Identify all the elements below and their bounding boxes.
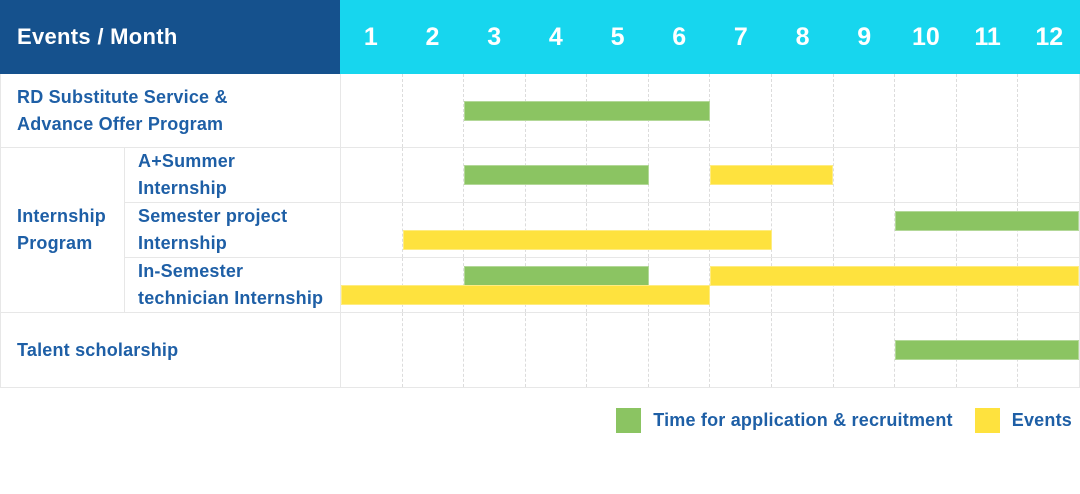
grid-cell <box>401 313 464 387</box>
row-label-in-semester: In-Semester technician Internship <box>125 258 341 312</box>
grid-cell <box>771 203 833 257</box>
chart-area-a-summer <box>341 148 1079 202</box>
grid-cell <box>832 148 895 202</box>
grid-cell <box>771 313 833 387</box>
schedule-table: Events / Month 1 2 3 4 5 6 7 8 9 10 11 12 RD Substi… <box>0 0 1080 388</box>
application-recruitment-bar <box>464 265 649 286</box>
month-label: 10 <box>911 22 940 51</box>
month-label: 4 <box>548 22 563 51</box>
internship-program-subrows: A+Summer Internship Semester project Int… <box>125 148 1079 312</box>
chart-area-rd-substitute <box>341 74 1079 147</box>
grid-cell <box>647 148 710 202</box>
chart-area-semester-project <box>341 203 1079 257</box>
grid-cell <box>401 74 464 147</box>
grid-cell <box>832 74 895 147</box>
grid-cell <box>401 203 464 257</box>
grid-cell <box>341 148 402 202</box>
event-bar <box>710 165 833 185</box>
row-label-line: Internship <box>138 178 228 198</box>
row-label-line: In-Semester <box>138 261 244 281</box>
row-label-a-summer: A+Summer Internship <box>125 148 341 202</box>
chart-area-in-semester <box>341 258 1079 312</box>
month-label: 9 <box>857 22 872 51</box>
row-rd-substitute: RD Substitute Service & Advance Offer Pr… <box>1 74 1079 147</box>
legend: Time for application & recruitment Event… <box>0 408 1080 433</box>
month-label: 7 <box>733 22 748 51</box>
internship-program-group-row: Internship Program A+Summer Internship S… <box>1 147 1079 312</box>
table-body: RD Substitute Service & Advance Offer Pr… <box>0 74 1080 388</box>
grid-cell <box>586 313 648 387</box>
grid-cell <box>524 313 587 387</box>
group-label-line: Program <box>17 233 93 253</box>
event-bar <box>402 229 772 250</box>
grid-cell <box>955 148 1018 202</box>
row-label-line: Internship <box>138 233 228 253</box>
legend-label: Time for application & recruitment <box>653 410 953 430</box>
grid-cell <box>709 148 771 202</box>
grid-cell <box>401 148 464 202</box>
event-bar <box>710 265 1079 286</box>
grid-cell <box>894 74 956 147</box>
legend-item-application-recruitment: Time for application & recruitment <box>616 408 953 433</box>
month-label: 11 <box>974 22 1001 51</box>
row-talent-scholarship: Talent scholarship <box>1 312 1079 387</box>
green-legend-swatch <box>616 408 642 433</box>
application-recruitment-bar <box>894 340 1079 360</box>
table-header: Events / Month 1 2 3 4 5 6 7 8 9 10 11 12 <box>0 0 1080 74</box>
chart-area-talent-scholarship <box>341 313 1079 387</box>
month-label: 8 <box>795 22 810 51</box>
month-label: 1 <box>363 22 378 51</box>
grid-cell <box>341 313 402 387</box>
application-recruitment-bar <box>894 210 1079 231</box>
events-month-header-cell: Events / Month <box>0 0 340 74</box>
row-in-semester: In-Semester technician Internship <box>125 257 1079 312</box>
grid-cell <box>463 313 525 387</box>
row-label-line: A+Summer <box>138 151 236 171</box>
row-a-summer: A+Summer Internship <box>125 148 1079 202</box>
grid-cell <box>341 74 402 147</box>
grid-cell <box>463 148 525 202</box>
grid-cell <box>832 313 895 387</box>
row-semester-project: Semester project Internship <box>125 202 1079 257</box>
row-label-talent-scholarship: Talent scholarship <box>1 313 341 387</box>
yellow-legend-swatch <box>974 408 1000 433</box>
group-label-line: Internship <box>17 206 107 226</box>
grid-cell <box>832 203 895 257</box>
grid-cell <box>894 148 956 202</box>
table-title: Events / Month <box>17 24 178 49</box>
row-label-line: Semester project <box>138 206 288 226</box>
grid-cell <box>955 74 1018 147</box>
grid-cell <box>647 313 710 387</box>
month-label: 6 <box>672 22 687 51</box>
row-label-line: RD Substitute Service & <box>17 86 228 107</box>
grid-cell <box>709 313 771 387</box>
row-label-line: Advance Offer Program <box>17 113 224 134</box>
month-label: 12 <box>1035 22 1064 51</box>
row-label-line: technician Internship <box>138 288 324 308</box>
row-label-rd-substitute: RD Substitute Service & Advance Offer Pr… <box>1 74 341 147</box>
legend-label: Events <box>1011 410 1072 430</box>
application-recruitment-bar <box>464 165 649 185</box>
application-recruitment-bar <box>464 100 710 121</box>
grid-cell <box>1017 74 1079 147</box>
row-label-semester-project: Semester project Internship <box>125 203 341 257</box>
event-bar <box>341 284 710 305</box>
legend-item-events: Events <box>974 408 1072 433</box>
grid-cell <box>341 203 402 257</box>
month-label: 2 <box>425 22 440 51</box>
row-label-line: Talent scholarship <box>17 339 179 360</box>
month-label: 3 <box>487 22 502 51</box>
grid-cell <box>1017 148 1079 202</box>
grid-cell <box>771 74 833 147</box>
month-label: 5 <box>610 22 625 51</box>
grid-cell <box>463 74 525 147</box>
group-label-internship-program: Internship Program <box>1 148 125 312</box>
month-header-row: 1 2 3 4 5 6 7 8 9 10 11 12 <box>340 0 1080 74</box>
grid-cell <box>709 74 771 147</box>
